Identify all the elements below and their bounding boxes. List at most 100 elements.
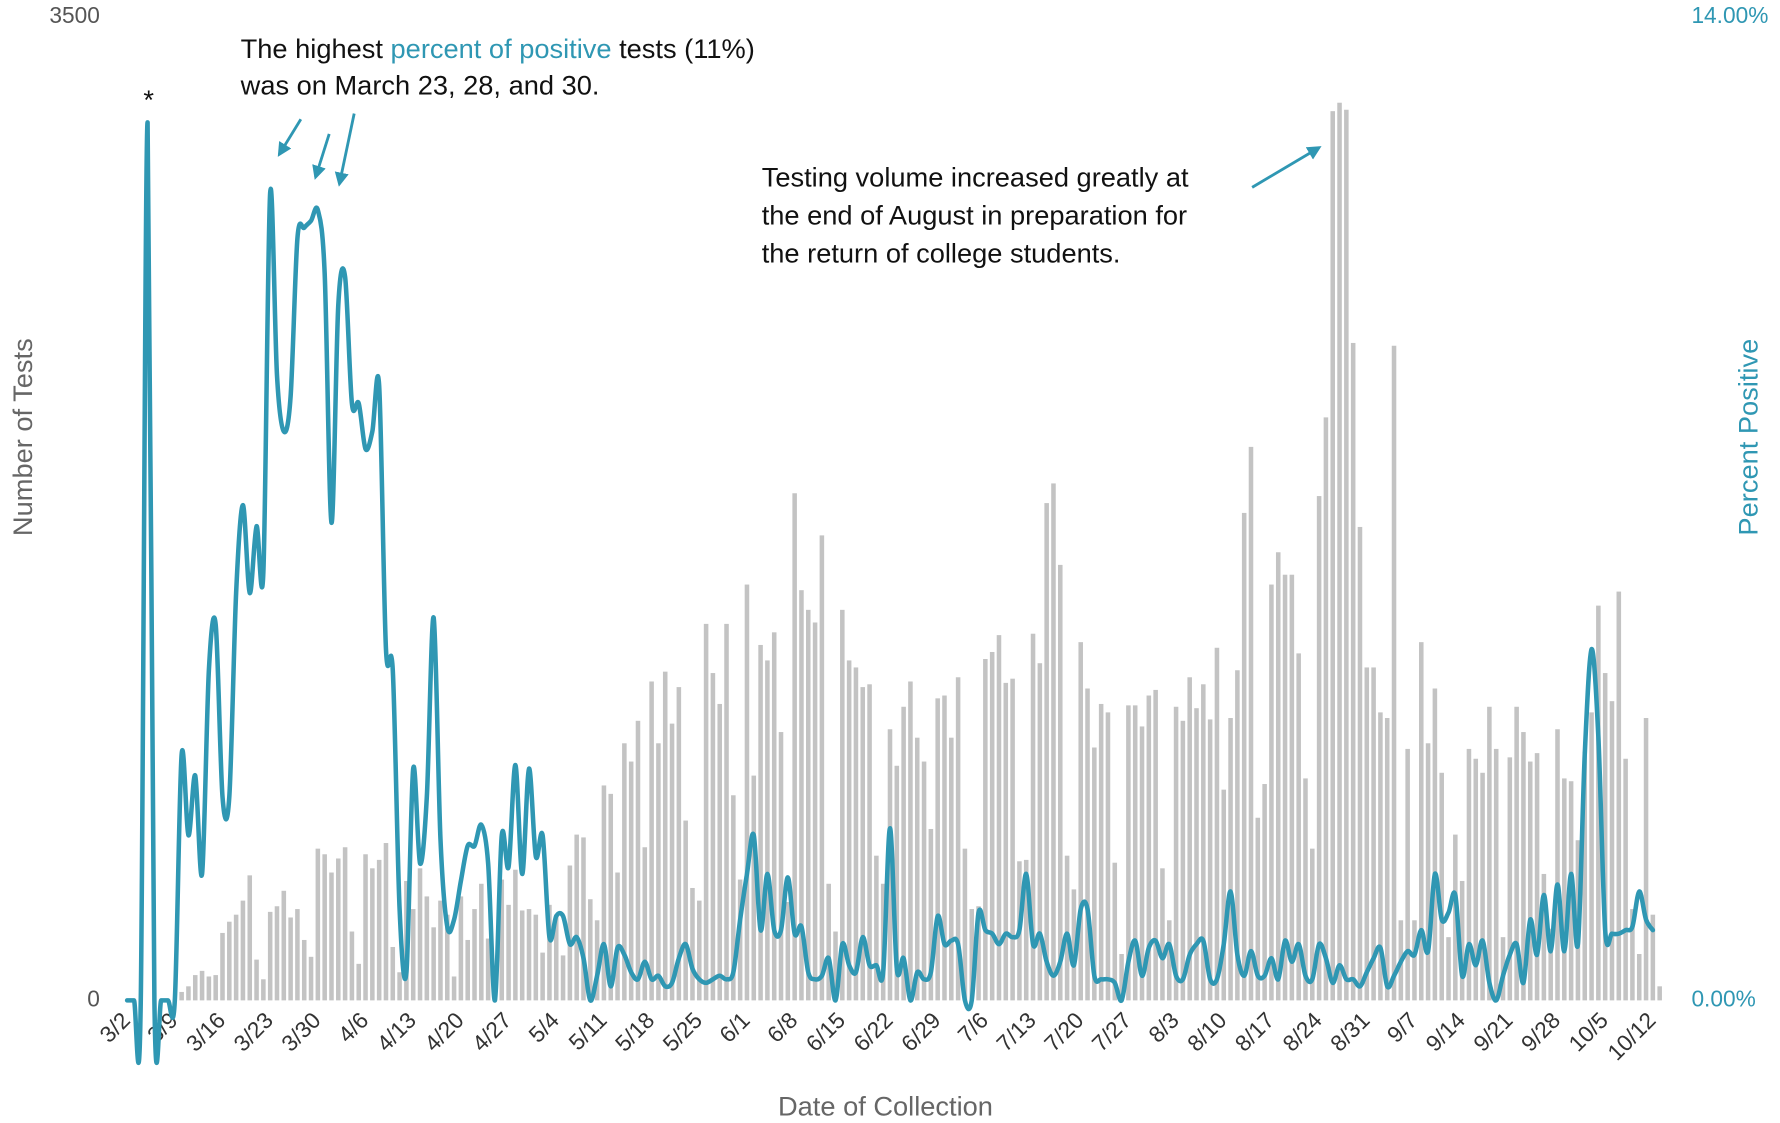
x-tick-label: 7/20 — [1039, 1007, 1089, 1057]
x-tick-label: 3/30 — [276, 1007, 326, 1057]
y2-tick-label: 0.00% — [1691, 985, 1755, 1011]
x-tick-label: 6/29 — [896, 1007, 946, 1057]
bar — [853, 667, 859, 1001]
bar — [1657, 986, 1662, 1001]
bar — [805, 609, 811, 1001]
x-tick-label: 5/25 — [657, 1007, 707, 1057]
x-tick-label: 10/12 — [1602, 1007, 1661, 1066]
bar — [506, 904, 511, 1001]
bar — [662, 671, 668, 1001]
y-tick-label: 3500 — [49, 2, 99, 28]
bar — [458, 896, 464, 1001]
annotation-text: tests (11%) — [612, 33, 755, 64]
bar — [1507, 757, 1513, 1001]
bar — [1132, 705, 1138, 1001]
x-tick-label: 5/4 — [523, 1007, 564, 1048]
bar — [1405, 748, 1410, 1001]
bar — [1153, 689, 1158, 1001]
bar — [329, 872, 334, 1001]
bar — [1241, 512, 1247, 1001]
bar — [424, 896, 430, 1001]
bar — [1466, 748, 1472, 1001]
x-tick-label: 4/20 — [419, 1007, 469, 1057]
x-tick-label: 4/6 — [333, 1007, 374, 1048]
bar — [594, 920, 600, 1001]
bar — [840, 609, 845, 1001]
bar — [949, 737, 954, 1001]
bar — [1010, 678, 1015, 1001]
bar — [1514, 706, 1519, 1001]
annotation: The highest percent of positive tests (1… — [241, 33, 755, 64]
bar — [622, 743, 627, 1001]
bar — [744, 584, 750, 1001]
bar — [1446, 937, 1451, 1001]
x-tick-label: 8/24 — [1277, 1007, 1327, 1057]
bar — [213, 975, 218, 1001]
bar — [581, 837, 586, 1001]
bar — [676, 687, 682, 1001]
x-tick-label: 9/28 — [1516, 1007, 1566, 1057]
bar — [642, 847, 648, 1001]
bar — [445, 914, 450, 1001]
bar — [560, 955, 566, 1001]
bar — [996, 635, 1002, 1001]
bar — [710, 673, 716, 1001]
bar — [955, 677, 961, 1001]
bar — [1166, 920, 1172, 1001]
bar — [295, 909, 300, 1001]
bar — [1391, 345, 1397, 1001]
bar — [1112, 862, 1118, 1001]
bar — [526, 909, 532, 1001]
bar — [669, 723, 675, 1001]
bar — [192, 975, 198, 1001]
bar — [901, 706, 906, 1001]
arrow — [334, 113, 356, 187]
bar — [921, 761, 927, 1001]
bar — [1289, 574, 1295, 1001]
bar — [1126, 705, 1131, 1001]
bar — [1058, 564, 1063, 1001]
bar-series — [179, 102, 1662, 1001]
bar — [1493, 748, 1499, 1001]
bar — [1344, 109, 1349, 1001]
bar — [308, 956, 314, 1001]
bar — [1419, 642, 1424, 1001]
bar — [1296, 653, 1301, 1001]
bar — [914, 737, 920, 1001]
bar — [479, 883, 484, 1001]
bar — [1562, 778, 1567, 1001]
bar — [513, 869, 518, 1001]
bar — [451, 976, 457, 1001]
x-tick-label: 6/1 — [714, 1007, 755, 1048]
bar — [1085, 688, 1090, 1001]
bar — [547, 904, 552, 1001]
bar — [1636, 954, 1642, 1001]
bar — [1412, 920, 1417, 1001]
bar — [485, 938, 491, 1001]
x-tick-label: 7/13 — [991, 1007, 1041, 1057]
bar — [983, 659, 988, 1001]
x-tick-label: 9/7 — [1382, 1007, 1423, 1048]
bar — [336, 858, 341, 1001]
bar — [540, 952, 545, 1001]
bar — [976, 906, 981, 1001]
bar — [737, 879, 743, 1001]
bar — [261, 979, 266, 1001]
bar — [649, 681, 654, 1001]
x-tick-label: 7/27 — [1087, 1007, 1137, 1057]
bar — [751, 775, 757, 1001]
bar — [1459, 880, 1465, 1001]
bar — [785, 902, 791, 1001]
x-tick-label: 5/18 — [610, 1007, 660, 1057]
bar — [1003, 682, 1009, 1001]
x-tick-label: 8/10 — [1182, 1007, 1232, 1057]
bar — [519, 910, 525, 1001]
bar — [1384, 718, 1390, 1001]
bar — [1623, 758, 1628, 1001]
bar — [1160, 868, 1165, 1001]
annotation: was on March 23, 28, and 30. — [240, 70, 600, 101]
y-tick-label: 0 — [87, 985, 100, 1011]
bar — [1534, 753, 1540, 1001]
bar — [935, 698, 940, 1001]
